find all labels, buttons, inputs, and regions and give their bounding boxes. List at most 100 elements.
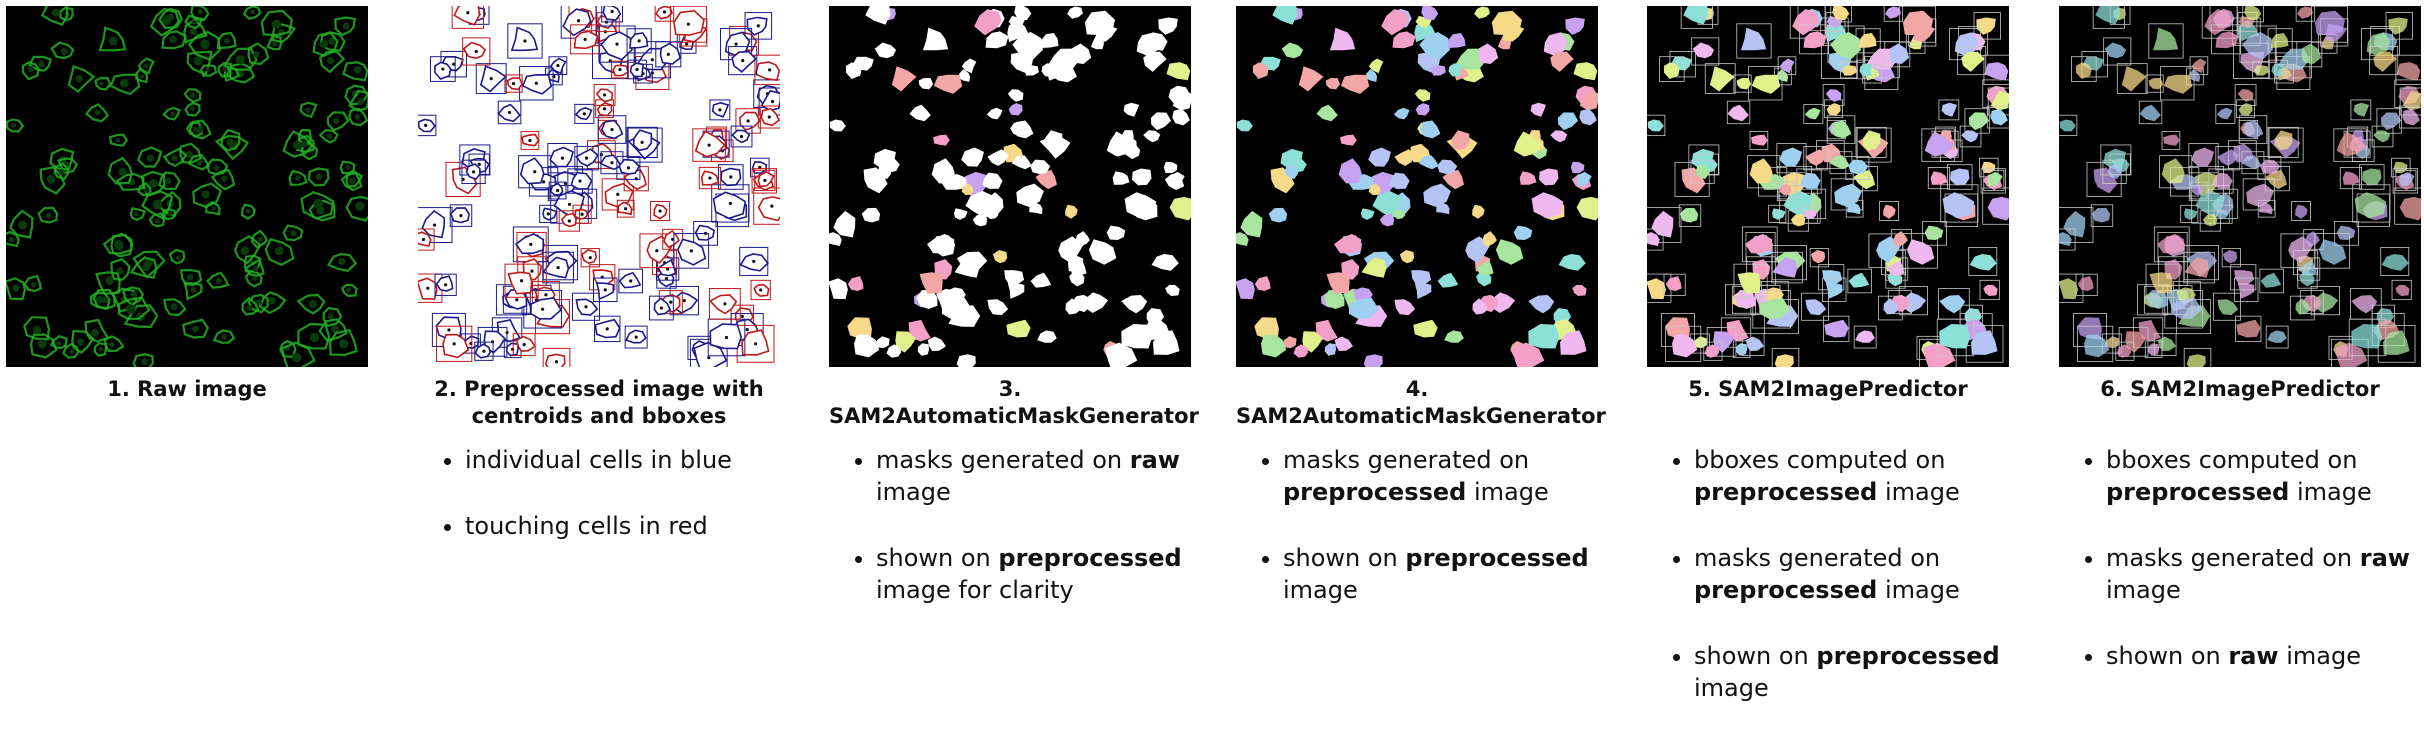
centroid-dot [655,249,659,253]
bbox [2331,338,2369,367]
bullet-text: individual cells in blue [465,446,732,474]
bbox [1777,181,1796,200]
cell-shape [1990,108,2008,126]
cell-shape [1923,342,1956,367]
cell-shape [1482,231,1497,248]
cell-shape [95,271,121,295]
bbox [2199,210,2221,232]
cell-shape [2163,134,2180,146]
caption: 4. SAM2AutomaticMaskGenerator [1236,377,1606,428]
bbox [512,333,536,357]
bullet-text: image [2106,576,2181,604]
centroid-dot [511,81,516,86]
cell-shape [168,248,186,265]
bbox [1733,263,1768,298]
cell-nucleus [201,190,210,199]
bbox [2189,56,2209,75]
cell-nucleus [292,352,302,363]
centroid-dot [452,62,456,66]
mask-image-canvas [1647,6,2009,367]
centroid-dot [664,276,669,281]
cell-shape [2204,9,2232,36]
bullet-text: masks generated on [2106,544,2360,572]
cell-nucleus [154,218,160,224]
cell-shape [1579,90,1598,111]
cell-shape [1573,62,1598,81]
cell-nucleus [46,212,52,219]
cell-shape [1132,168,1152,186]
cell-nucleus [12,284,20,292]
bbox [1771,347,1800,367]
cell-shape [2191,183,2204,195]
bbox [2059,228,2076,251]
cell-shape [2402,90,2421,111]
cell-shape [2260,159,2281,174]
bullet-text: shown on [1694,642,1817,670]
cell-shape [1474,6,1490,19]
cell-shape [205,158,229,176]
bbox [2380,247,2410,276]
cell-nucleus [143,63,149,68]
bbox [1678,204,1702,227]
cell-shape [1665,317,1690,340]
cell-nucleus [193,127,198,132]
cell-shape [1751,134,1768,146]
cell-shape [1024,65,1039,76]
cell-nucleus [143,188,148,193]
bbox [1749,131,1769,150]
cell-shape [1106,225,1126,240]
bullet-list: bboxes computed on preprocessed imagemas… [2081,444,2424,706]
cell-shape [187,154,211,171]
bullet-bold-text: preprocessed [1405,544,1589,572]
cell-shape [861,207,881,223]
centroid-dot [583,37,587,41]
cell-shape [1961,51,1985,72]
cell-shape [39,166,66,195]
cell-shape [1862,130,1881,151]
cell-shape [282,129,315,158]
cell-shape [220,128,241,152]
bbox [2265,325,2289,349]
bullet-text: image [2278,642,2361,670]
cell-shape [985,31,1009,49]
cell-shape [260,9,294,37]
centroid-dot [541,307,545,311]
centroid-dot [489,77,493,81]
cell-shape [2202,213,2218,227]
bbox [650,201,671,222]
cell-shape [1326,272,1350,294]
cell-nucleus [46,174,56,184]
cell-shape [1491,10,1522,36]
cell-shape [1804,107,1821,120]
bbox [1898,6,1936,43]
bbox [1891,228,1913,250]
cell-nucleus [308,299,317,308]
cell-shape [1692,42,1715,59]
cell-shape [53,162,70,181]
cell-shape [162,106,181,121]
cell-shape [987,299,1009,316]
cell-shape [1298,66,1324,92]
bbox [616,199,635,218]
cell-shape [1939,295,1966,314]
cell-nucleus [91,328,99,337]
cell-shape [709,294,738,315]
bbox [434,273,457,296]
cell-shape [604,182,634,208]
cell-shape [1939,324,1971,349]
cell-shape [1172,108,1190,126]
cell-nucleus [139,74,145,79]
cell-shape [140,189,174,220]
cell-shape [1847,202,1861,215]
bbox [2158,256,2188,286]
cell-shape [2216,107,2233,120]
bullet-bold-text: preprocessed [1816,642,2000,670]
centroid-dot [605,327,609,331]
bullet-text: touching cells in red [465,512,708,540]
cell-shape [6,277,27,301]
cell-shape [874,336,890,348]
bbox [1830,6,1852,23]
cell-shape [1163,161,1178,174]
cell-shape [1885,6,1901,19]
cell-shape [874,42,897,59]
